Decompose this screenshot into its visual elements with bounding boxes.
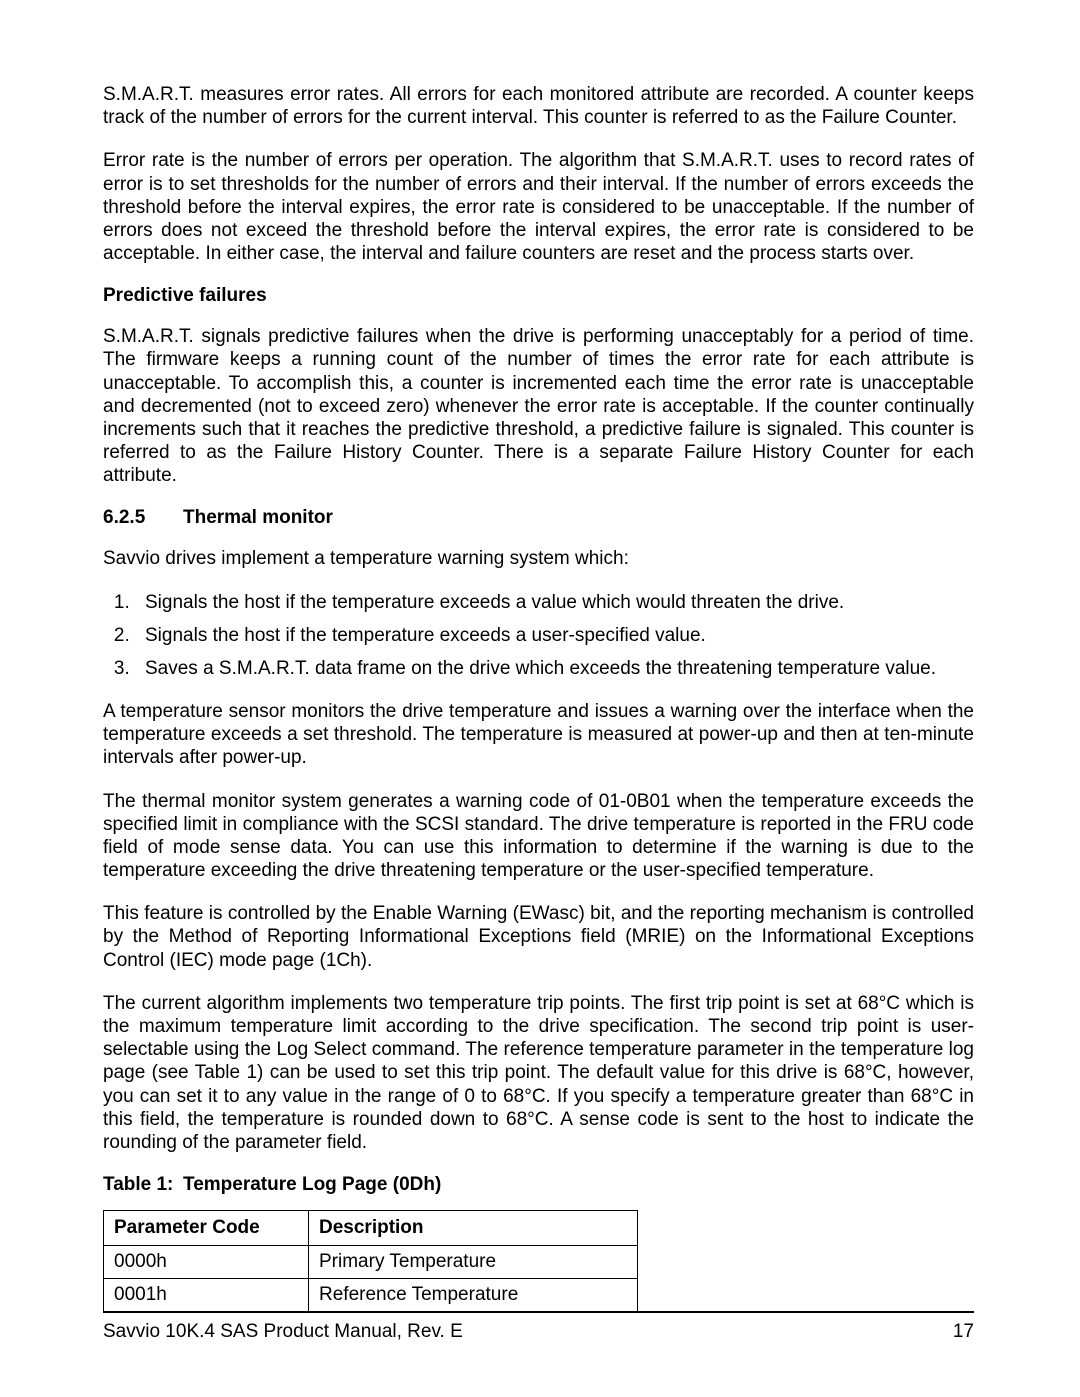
table-caption-title: Temperature Log Page (0Dh) <box>183 1174 441 1196</box>
body-paragraph: This feature is controlled by the Enable… <box>103 902 974 972</box>
table-caption: Table 1: Temperature Log Page (0Dh) <box>103 1174 974 1196</box>
table-cell: 0001h <box>104 1279 309 1312</box>
section-heading: 6.2.5 Thermal monitor <box>103 507 974 529</box>
table-cell: Primary Temperature <box>309 1246 638 1279</box>
table-caption-number: Table 1: <box>103 1174 183 1196</box>
numbered-list: Signals the host if the temperature exce… <box>103 591 974 681</box>
table-row: 0000h Primary Temperature <box>104 1246 638 1279</box>
section-title: Thermal monitor <box>183 507 333 529</box>
heading-predictive-failures: Predictive failures <box>103 285 974 307</box>
body-paragraph: S.M.A.R.T. signals predictive failures w… <box>103 325 974 487</box>
table-cell: 0000h <box>104 1246 309 1279</box>
list-item: Signals the host if the temperature exce… <box>135 624 974 647</box>
list-item: Saves a S.M.A.R.T. data frame on the dri… <box>135 657 974 680</box>
body-paragraph: Error rate is the number of errors per o… <box>103 149 974 265</box>
table-cell: Reference Temperature <box>309 1279 638 1312</box>
table-row: 0001h Reference Temperature <box>104 1279 638 1312</box>
temperature-log-table: Parameter Code Description 0000h Primary… <box>103 1210 638 1312</box>
footer-rule <box>103 1311 974 1313</box>
table-header: Description <box>309 1211 638 1246</box>
document-page: S.M.A.R.T. measures error rates. All err… <box>0 0 1080 1397</box>
table-header: Parameter Code <box>104 1211 309 1246</box>
footer-page-number: 17 <box>953 1321 974 1343</box>
page-footer: Savvio 10K.4 SAS Product Manual, Rev. E … <box>103 1311 974 1343</box>
body-paragraph: S.M.A.R.T. measures error rates. All err… <box>103 83 974 129</box>
body-paragraph: Savvio drives implement a temperature wa… <box>103 547 974 570</box>
body-paragraph: The current algorithm implements two tem… <box>103 992 974 1154</box>
list-item: Signals the host if the temperature exce… <box>135 591 974 614</box>
footer-doc-title: Savvio 10K.4 SAS Product Manual, Rev. E <box>103 1321 463 1343</box>
section-number: 6.2.5 <box>103 507 183 529</box>
body-paragraph: A temperature sensor monitors the drive … <box>103 700 974 770</box>
body-paragraph: The thermal monitor system generates a w… <box>103 790 974 883</box>
